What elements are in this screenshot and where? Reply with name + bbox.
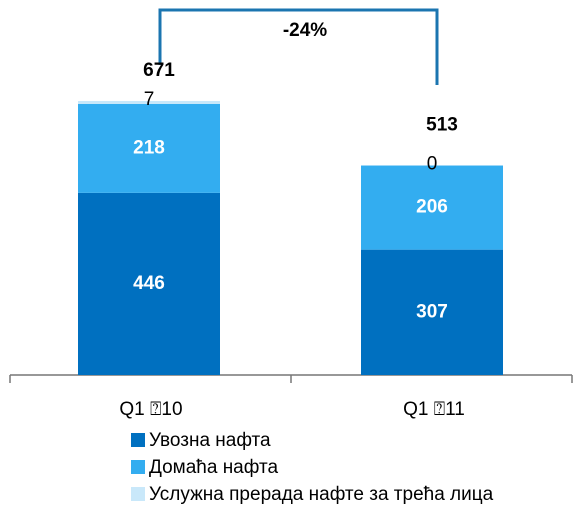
bar-segment bbox=[78, 192, 220, 375]
bar-segment bbox=[361, 165, 503, 250]
x-tick-label: Q1 ⍰10 bbox=[119, 399, 182, 420]
value-label: 446 bbox=[133, 273, 165, 294]
bar-segment bbox=[361, 249, 503, 375]
value-label: 307 bbox=[416, 301, 448, 322]
value-label: 7 bbox=[144, 89, 155, 110]
value-label: 218 bbox=[133, 137, 165, 158]
total-label: 513 bbox=[426, 115, 458, 136]
legend-label: Услужна прерада нафте за трећа лица bbox=[149, 484, 494, 505]
bar-segment bbox=[78, 101, 220, 104]
bracket bbox=[158, 8, 439, 85]
annotation: -24% bbox=[283, 20, 327, 41]
bar-segment bbox=[78, 103, 220, 193]
value-label: 206 bbox=[416, 197, 448, 218]
legend-swatch bbox=[131, 460, 145, 474]
legend-label: Домаћа нафта bbox=[149, 457, 278, 478]
x-tick-label: Q1 ⍰11 bbox=[403, 399, 465, 420]
legend-swatch bbox=[131, 487, 145, 501]
legend-swatch bbox=[131, 433, 145, 447]
total-label: 671 bbox=[143, 60, 175, 81]
value-label: 0 bbox=[427, 154, 438, 175]
legend-label: Увозна нафта bbox=[149, 430, 271, 451]
